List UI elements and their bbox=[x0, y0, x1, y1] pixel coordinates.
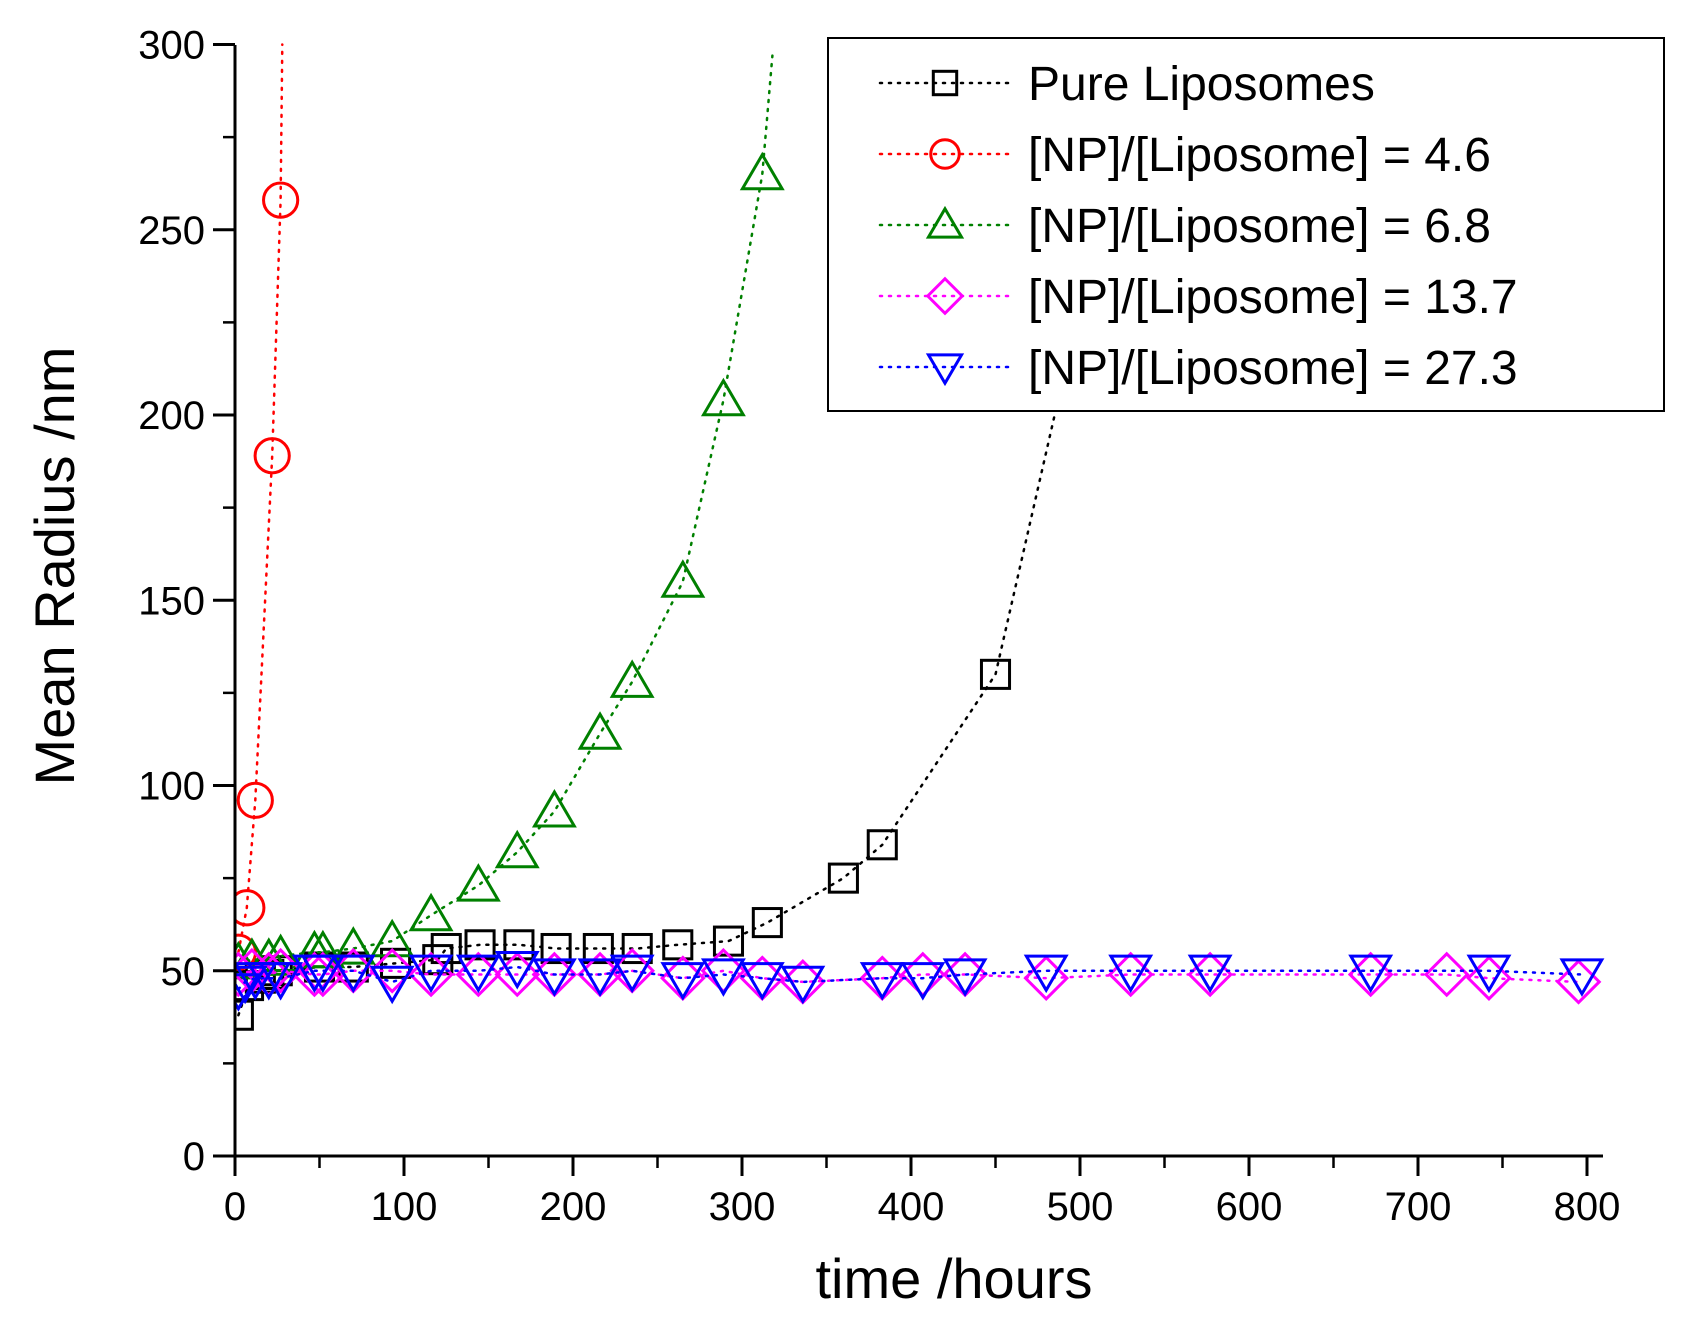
data-point bbox=[1466, 954, 1512, 994]
x-tick-label: 100 bbox=[371, 1185, 438, 1229]
data-point bbox=[464, 929, 496, 961]
y-tick-label: 200 bbox=[138, 394, 205, 438]
legend-marker bbox=[925, 205, 965, 239]
data-point bbox=[827, 862, 859, 894]
data-point bbox=[531, 958, 577, 997]
data-point bbox=[751, 907, 783, 939]
legend: Pure Liposomes [NP]/[Liposome] = 4.6 [NP]/… bbox=[827, 37, 1665, 412]
data-point bbox=[621, 932, 653, 965]
data-point bbox=[1348, 954, 1394, 994]
y-tick-label: 300 bbox=[138, 24, 205, 68]
data-point bbox=[942, 958, 988, 997]
x-tick-label: 200 bbox=[540, 1185, 607, 1229]
data-point bbox=[531, 789, 577, 828]
legend-marker bbox=[929, 138, 961, 170]
data-point bbox=[369, 918, 415, 958]
legend-label: [NP]/[Liposome] = 4.6 bbox=[1028, 129, 1491, 182]
data-point bbox=[235, 889, 266, 927]
data-point bbox=[369, 965, 415, 1005]
x-tick-label: 300 bbox=[709, 1185, 776, 1229]
data-point bbox=[330, 954, 376, 994]
series-line bbox=[237, 54, 774, 965]
legend-box bbox=[827, 37, 1665, 412]
legend-marker bbox=[925, 276, 965, 316]
legend-label: [NP]/[Liposome] = 27.3 bbox=[1028, 342, 1518, 395]
y-axis-title: Mean Radius /nm bbox=[23, 347, 86, 786]
legend-label: Pure Liposomes bbox=[1028, 58, 1375, 111]
series-2 bbox=[235, 54, 785, 980]
y-tick-label: 100 bbox=[138, 765, 205, 809]
data-point bbox=[1466, 955, 1512, 1001]
data-point bbox=[1423, 951, 1470, 998]
series-4 bbox=[235, 950, 1605, 1012]
data-point bbox=[660, 559, 706, 598]
series-1 bbox=[235, 43, 300, 971]
series-line bbox=[237, 43, 284, 954]
data-point bbox=[253, 437, 291, 475]
y-tick-label: 250 bbox=[138, 209, 205, 253]
data-point bbox=[582, 932, 614, 965]
data-point bbox=[455, 954, 501, 994]
y-tick-label: 50 bbox=[161, 950, 206, 994]
legend-marker bbox=[925, 353, 965, 387]
data-point bbox=[1023, 955, 1070, 1001]
data-point bbox=[609, 954, 655, 994]
data-point bbox=[258, 962, 304, 1001]
data-point bbox=[900, 962, 946, 1001]
y-tick-label: 0 bbox=[183, 1135, 205, 1179]
x-tick-label: 600 bbox=[1216, 1185, 1283, 1229]
data-point bbox=[503, 929, 535, 961]
data-point bbox=[494, 829, 540, 869]
data-point bbox=[494, 951, 541, 998]
plot-area bbox=[235, 43, 1605, 1031]
x-tick-label: 800 bbox=[1554, 1185, 1621, 1229]
data-point bbox=[494, 950, 540, 990]
series-line bbox=[237, 965, 1584, 991]
x-tick-label: 500 bbox=[1047, 1185, 1114, 1229]
data-point bbox=[660, 962, 706, 1001]
y-tick-label: 150 bbox=[138, 579, 205, 623]
data-point bbox=[577, 958, 623, 997]
data-point bbox=[235, 999, 254, 1031]
data-point bbox=[979, 658, 1012, 690]
data-point bbox=[258, 933, 304, 973]
data-point bbox=[1187, 954, 1233, 994]
data-point bbox=[1559, 958, 1605, 997]
x-tick-label: 700 bbox=[1385, 1185, 1452, 1229]
data-point bbox=[866, 829, 898, 861]
data-point bbox=[700, 377, 746, 417]
data-point bbox=[408, 892, 454, 932]
data-point bbox=[262, 181, 300, 219]
data-point bbox=[369, 947, 415, 994]
data-point bbox=[300, 929, 346, 969]
data-point bbox=[700, 958, 746, 997]
data-point bbox=[780, 965, 826, 1005]
data-point bbox=[540, 932, 572, 965]
x-axis-title: time /hours bbox=[816, 1247, 1093, 1310]
x-tick-label: 0 bbox=[224, 1185, 246, 1229]
data-point bbox=[380, 947, 412, 979]
data-point bbox=[330, 926, 376, 965]
legend-label: [NP]/[Liposome] = 13.7 bbox=[1028, 271, 1518, 324]
axes: 0 50 100 150 200 250 300 0 100 200 300 400 500 600 700… bbox=[138, 24, 1620, 1230]
x-tick-label: 400 bbox=[878, 1185, 945, 1229]
data-point bbox=[1023, 954, 1069, 994]
data-point bbox=[577, 711, 623, 750]
series-line bbox=[237, 969, 1580, 984]
legend-marker bbox=[931, 69, 959, 97]
data-point bbox=[300, 954, 346, 994]
data-point bbox=[236, 781, 274, 819]
data-point bbox=[739, 962, 785, 1001]
data-point bbox=[235, 973, 261, 1012]
data-point bbox=[739, 151, 785, 191]
data-point bbox=[408, 954, 454, 994]
data-point bbox=[455, 863, 501, 902]
data-point bbox=[662, 929, 694, 961]
legend-label: [NP]/[Liposome] = 6.8 bbox=[1028, 200, 1491, 253]
data-point bbox=[1108, 954, 1154, 994]
data-point bbox=[859, 962, 905, 1001]
data-point bbox=[609, 659, 655, 698]
